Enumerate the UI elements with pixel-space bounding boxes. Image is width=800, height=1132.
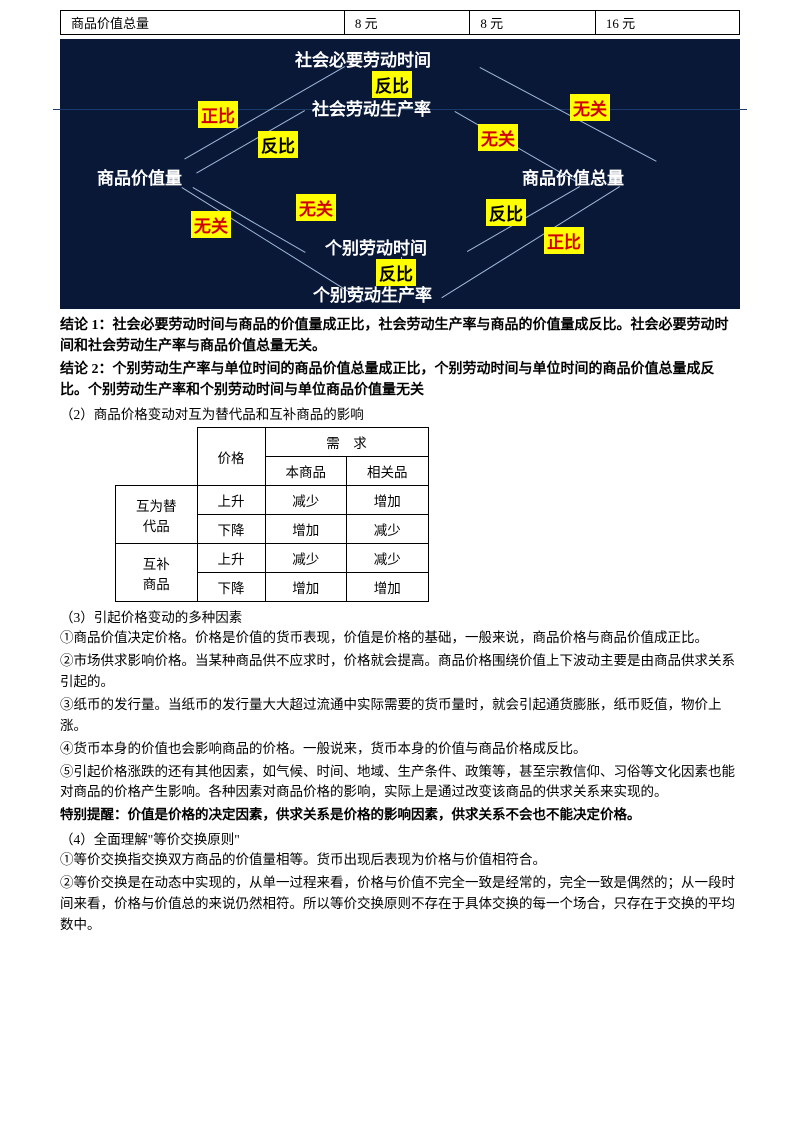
node-lower-mid: 个别劳动时间 <box>325 234 427 259</box>
cell: 上升 <box>197 544 265 573</box>
cell: 8 元 <box>470 11 595 35</box>
paragraph-3: ③纸币的发行量。当纸币的发行量大大超过流通中实际需要的货币量时，就会引起通货膨胀… <box>60 695 740 737</box>
subheading-4: （4）全面理解"等价交换原则" <box>60 828 740 848</box>
edge <box>441 186 620 298</box>
header-demand: 需 求 <box>265 428 428 457</box>
tag-wuguan: 无关 <box>191 211 231 238</box>
tag-fanbi: 反比 <box>372 71 412 98</box>
tag-fanbi: 反比 <box>376 259 416 286</box>
header-price: 价格 <box>197 428 265 486</box>
cell: 增加 <box>265 515 347 544</box>
node-right: 商品价值总量 <box>522 164 624 189</box>
cell: 增加 <box>265 573 347 602</box>
row-label-substitute: 互为替代品 <box>116 486 198 544</box>
cell: 16 元 <box>595 11 739 35</box>
tag-zhengbi: 正比 <box>544 227 584 254</box>
cell: 下降 <box>197 515 265 544</box>
tag-wuguan: 无关 <box>570 94 610 121</box>
paragraph-7: ②等价交换是在动态中实现的，从单一过程来看，价格与价值不完全一致是经常的，完全一… <box>60 873 740 936</box>
row-label-complement: 互补商品 <box>116 544 198 602</box>
subheading-3: （3）引起价格变动的多种因素 <box>60 606 740 626</box>
top-value-table: 商品价值总量 8 元 8 元 16 元 <box>60 10 740 35</box>
blank-header <box>116 428 198 486</box>
tag-wuguan: 无关 <box>296 194 336 221</box>
cell: 上升 <box>197 486 265 515</box>
paragraph-4: ④货币本身的价值也会影响商品的价格。一般说来，货币本身的价值与商品价格成反比。 <box>60 739 740 760</box>
special-reminder: 特别提醒：价值是价格的决定因素，供求关系是价格的影响因素，供求关系不会也不能决定… <box>60 805 740 826</box>
tag-fanbi: 反比 <box>486 199 526 226</box>
paragraph-2: ②市场供求影响价格。当某种商品供不应求时，价格就会提高。商品价格围绕价值上下波动… <box>60 651 740 693</box>
header-self: 本商品 <box>265 457 347 486</box>
cell: 减少 <box>347 515 429 544</box>
paragraph-5: ⑤引起价格涨跌的还有其他因素，如气候、时间、地域、生产条件、政策等，甚至宗教信仰… <box>60 762 740 804</box>
node-top: 社会必要劳动时间 <box>295 46 431 71</box>
cell: 增加 <box>347 573 429 602</box>
cell: 增加 <box>347 486 429 515</box>
tag-wuguan: 无关 <box>478 124 518 151</box>
subheading-2: （2）商品价格变动对互为替代品和互补商品的影响 <box>60 403 740 423</box>
tag-fanbi: 反比 <box>258 131 298 158</box>
concept-diagram: 社会必要劳动时间 社会劳动生产率 商品价值量 商品价值总量 个别劳动时间 个别劳… <box>60 39 740 309</box>
cell: 商品价值总量 <box>61 11 345 35</box>
relation-table: 价格 需 求 本商品 相关品 互为替代品 上升 减少 增加 下降 增加 减少 互… <box>115 427 429 602</box>
paragraph-6: ①等价交换指交换双方商品的价值量相等。货币出现后表现为价格与价值相符合。 <box>60 850 740 871</box>
tag-zhengbi: 正比 <box>198 101 238 128</box>
cell: 8 元 <box>344 11 469 35</box>
node-left: 商品价值量 <box>97 164 182 189</box>
paragraph-1: ①商品价值决定价格。价格是价值的货币表现，价值是价格的基础，一般来说，商品价格与… <box>60 628 740 649</box>
cell: 减少 <box>265 486 347 515</box>
node-upper-mid: 社会劳动生产率 <box>312 95 431 120</box>
conclusion-2: 结论 2：个别劳动生产率与单位时间的商品价值总量成正比，个别劳动时间与单位时间的… <box>60 359 740 401</box>
cell: 下降 <box>197 573 265 602</box>
cell: 减少 <box>347 544 429 573</box>
header-related: 相关品 <box>347 457 429 486</box>
cell: 减少 <box>265 544 347 573</box>
conclusion-1: 结论 1：社会必要劳动时间与商品的价值量成正比，社会劳动生产率与商品的价值量成反… <box>60 315 740 357</box>
